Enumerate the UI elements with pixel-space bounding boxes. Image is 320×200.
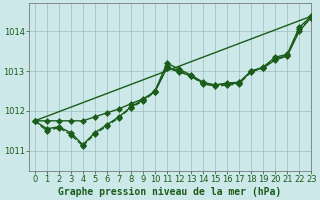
X-axis label: Graphe pression niveau de la mer (hPa): Graphe pression niveau de la mer (hPa) (58, 186, 282, 197)
